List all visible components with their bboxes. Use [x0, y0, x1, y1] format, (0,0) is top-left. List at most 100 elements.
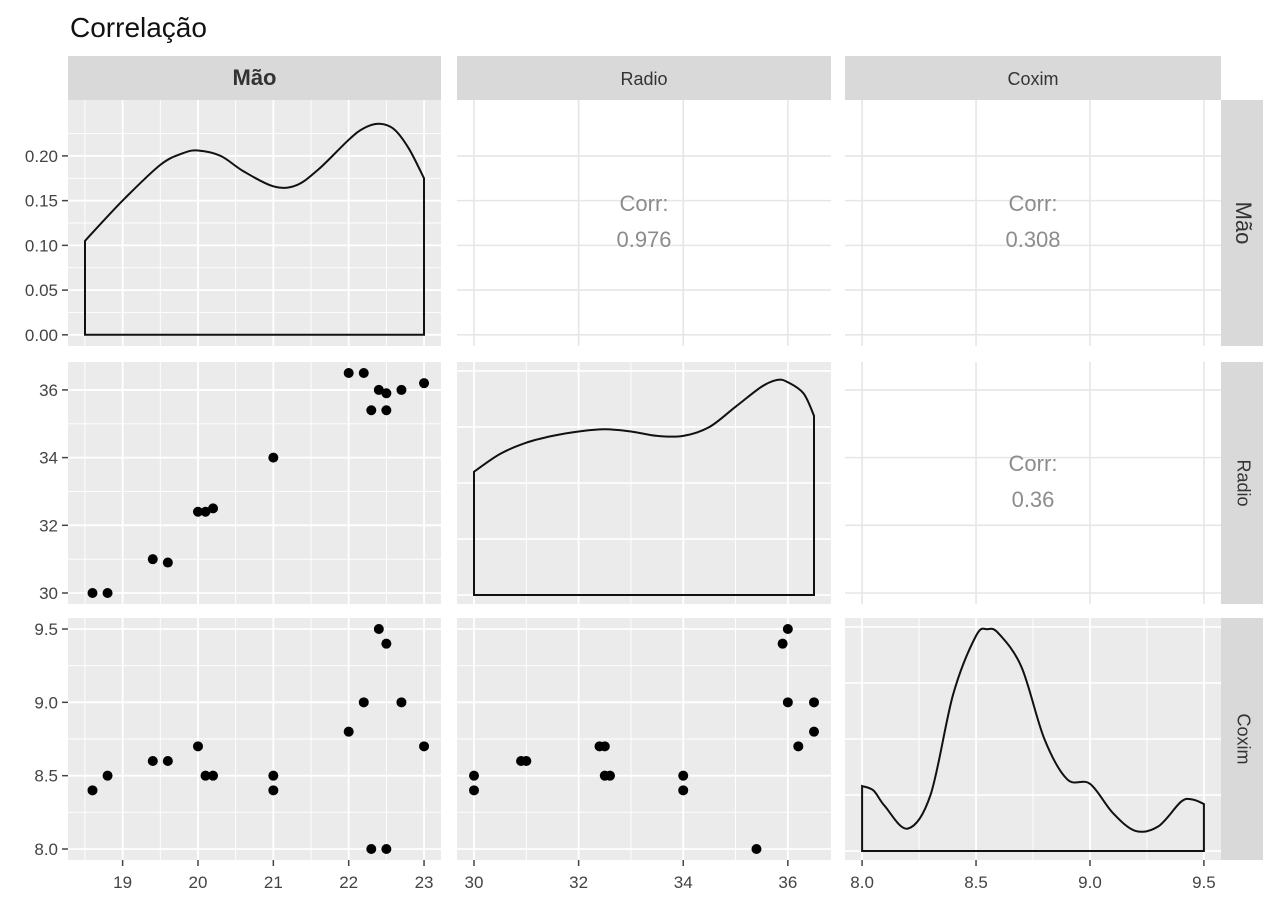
panel-bg [68, 362, 441, 604]
scatter-point [102, 770, 113, 781]
strip-label-row-mao: Mão [1231, 202, 1256, 245]
y-tick-label-coxim: 8.0 [34, 840, 58, 859]
scatter-point [678, 770, 689, 781]
density-curve [84, 122, 425, 336]
scatter-point [678, 785, 689, 796]
scatter-point [381, 388, 392, 399]
strip-label-col-radio: Radio [620, 69, 667, 89]
scatter-point [147, 554, 158, 565]
x-tick-label-coxim: 9.5 [1192, 873, 1216, 892]
x-tick-label-coxim: 8.0 [850, 873, 874, 892]
panel-mao-radio: Corr: 0.976 [457, 100, 831, 346]
scatter-point [162, 557, 173, 568]
strip-label-col-coxim: Coxim [1007, 69, 1058, 89]
scatter-point [102, 588, 113, 598]
panel-radio-radio [457, 362, 831, 604]
scatter-point [343, 726, 354, 737]
scatter-point [381, 844, 392, 854]
scatter-point [521, 756, 532, 766]
x-tick-label-coxim: 9.0 [1078, 873, 1102, 892]
y-tick-label-mao: 0.00 [25, 326, 58, 345]
corr-label: Corr: [1009, 191, 1058, 216]
corr-label: Corr: [1009, 451, 1058, 476]
scatter-point [366, 405, 377, 416]
strip-col-mao [68, 56, 441, 100]
strip-col-coxim [845, 56, 1221, 100]
scatter-point [358, 697, 369, 708]
panel-radio-coxim: Corr: 0.36 [845, 362, 1221, 604]
y-tick-label-mao: 0.20 [25, 147, 58, 166]
y-tick-label-mao: 0.15 [25, 192, 58, 211]
scatter-point [419, 378, 430, 389]
y-tick-label-radio: 32 [39, 516, 58, 535]
scatter-point [268, 452, 279, 463]
scatter-point [192, 741, 203, 752]
scatter-point [469, 785, 479, 796]
scatter-point [192, 506, 203, 517]
x-tick-label-radio: 36 [778, 873, 797, 892]
scatter-point [469, 770, 479, 781]
density-curve [861, 627, 1205, 852]
panel-bg [457, 100, 831, 346]
strip-col-radio [457, 56, 831, 100]
panel-bg [845, 362, 1221, 604]
y-tick-label-mao: 0.05 [25, 281, 58, 300]
scatter-point [366, 844, 377, 854]
x-tick-label-radio: 34 [674, 873, 693, 892]
scatter-point [200, 770, 211, 781]
scatter-point [208, 503, 219, 514]
scatter-point [777, 638, 788, 649]
scatter-point [162, 756, 173, 766]
x-tick-label-radio: 32 [569, 873, 588, 892]
corr-value: 0.36 [1012, 487, 1055, 512]
scatter-point [599, 741, 610, 752]
strip-label-row-radio: Radio [1233, 459, 1253, 506]
scatter-point [381, 405, 392, 416]
strip-label-col-mao: Mão [233, 65, 277, 90]
x-tick-label-mao: 21 [264, 873, 283, 892]
panel-radio-mao [68, 362, 441, 604]
scatter-point [147, 756, 158, 766]
y-tick-label-radio: 30 [39, 584, 58, 603]
scatter-point [87, 785, 98, 796]
y-tick-label-radio: 36 [39, 381, 58, 400]
x-tick-label-mao: 19 [113, 873, 132, 892]
scatter-point [396, 384, 407, 395]
corr-value: 0.976 [616, 227, 671, 252]
scatter-point [605, 770, 615, 781]
chart-title: Correlação [70, 12, 207, 43]
x-tick-label-mao: 23 [415, 873, 434, 892]
scatter-point [373, 384, 384, 395]
scatter-point [358, 368, 369, 378]
panel-coxim-radio [457, 618, 831, 860]
y-tick-label-radio: 34 [39, 449, 58, 468]
corr-value: 0.308 [1005, 227, 1060, 252]
x-tick-label-mao: 20 [189, 873, 208, 892]
y-tick-label-mao: 0.10 [25, 236, 58, 255]
scatter-point [809, 726, 819, 737]
y-tick-label-coxim: 9.5 [34, 620, 58, 639]
x-tick-label-mao: 22 [339, 873, 358, 892]
y-tick-label-coxim: 9.0 [34, 693, 58, 712]
panel-bg [845, 100, 1221, 346]
x-tick-label-coxim: 8.5 [964, 873, 988, 892]
scatter-point [782, 624, 793, 634]
panel-coxim-mao [68, 618, 441, 860]
scatter-point [268, 770, 279, 781]
scatter-point [373, 624, 384, 634]
scatter-point [343, 368, 354, 378]
x-tick-label-radio: 30 [465, 873, 484, 892]
scatter-point [793, 741, 804, 752]
scatter-point [751, 844, 762, 854]
panel-coxim-coxim [845, 618, 1221, 860]
strip-row-coxim [1221, 618, 1263, 860]
strip-label-row-coxim: Coxim [1233, 713, 1253, 764]
scatter-point [381, 638, 392, 649]
scatter-point [208, 770, 219, 781]
corr-label: Corr: [620, 191, 669, 216]
density-curve [473, 378, 815, 596]
strip-row-mao [1221, 100, 1263, 346]
scatter-point [782, 697, 793, 708]
scatter-point [396, 697, 407, 708]
